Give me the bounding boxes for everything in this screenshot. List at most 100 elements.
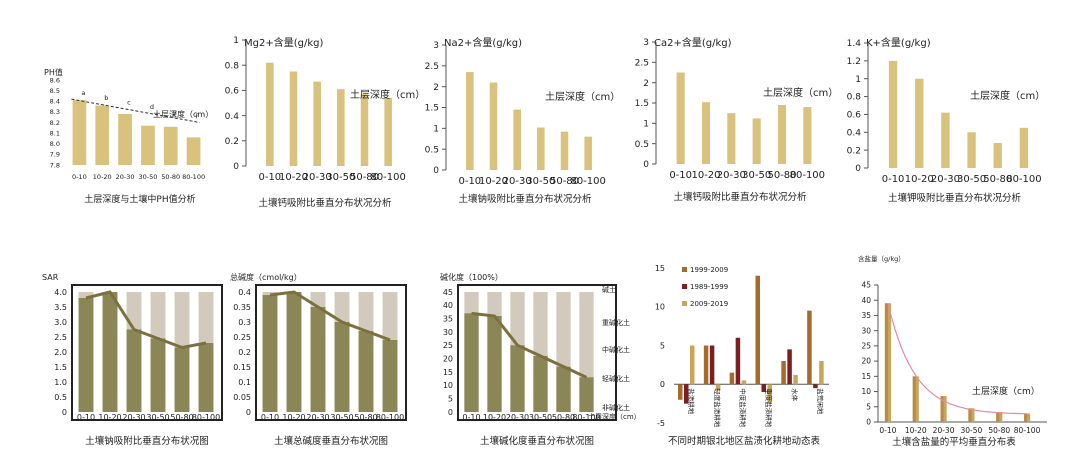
y-tick-label: 1.5 [425, 104, 439, 114]
x-tick-label: 10-20 [479, 176, 508, 187]
na-chart: Na2+含量(g/kg) 0 0.5 1 1.5 2 2.5 3 0-10 10-20 20-30 3… [420, 30, 621, 215]
chart-title: 土壤钠吸附比垂直分布状况分析 [458, 193, 592, 205]
alk-chart: 总碱度（cmol/kg） 0 0.05 0.1 0.15 0.2 0.25 0.3 0.35 0.… [228, 270, 418, 460]
y-tick-label: 0.35 [233, 303, 251, 312]
y-axis-title: PH值 [44, 67, 63, 77]
bar [556, 366, 571, 412]
y-tick-label: 0.6 [847, 111, 862, 121]
bar [915, 78, 924, 168]
sar-chart-svg: SAR 0 0.5 1.0 1.5 2.0 2.5 3.0 3.5 4.0 0-10 10-20 20-… [42, 273, 223, 447]
x-tick-label: 30-50 [146, 413, 169, 422]
bar [912, 376, 919, 422]
bar [684, 384, 689, 404]
y-tick-label: 2.5 [635, 58, 649, 68]
bar [690, 345, 695, 385]
x-tick-label: 80-100 [572, 413, 600, 422]
band-label: 非碱化土 [602, 403, 630, 412]
bar [703, 345, 709, 385]
y-tick-label: 1.2 [847, 57, 861, 67]
bar [813, 384, 818, 389]
y-tick-label: 0 [233, 162, 239, 172]
bar [678, 384, 683, 400]
x-tick-label: 中度盐渍耕地 [739, 388, 748, 428]
legend-swatch [682, 301, 687, 306]
bar [513, 109, 521, 170]
y-tick-label: 0 [643, 160, 649, 170]
bar [337, 89, 345, 166]
chart-title: 土壤总碱度垂直分布状况图 [274, 435, 388, 447]
legend-label: 2009-2019 [690, 300, 728, 308]
y-tick-label: 40 [443, 301, 453, 310]
point-label: a [81, 89, 85, 97]
y-tick-label: 10 [655, 303, 665, 312]
bar [761, 384, 766, 392]
y-tick-label: 1.5 [635, 99, 649, 109]
x-tick-label: 20-30 [933, 426, 955, 435]
x-tick-label: 50-80 [350, 172, 379, 183]
x-tick-label: 80-100 [1006, 174, 1041, 185]
bar [310, 307, 326, 412]
x-tick-label: 0-10 [669, 170, 692, 181]
y-axis-title: K+含量(g/kg) [866, 36, 931, 49]
mg-chart-svg: Mg2+含量(g/kg) 0 0.2 0.4 0.6 0.8 1 0-1010-2020-30… [225, 36, 426, 209]
x-tick-label: 20-30 [506, 413, 529, 422]
bar [487, 316, 502, 412]
bar-shade [884, 303, 888, 422]
axis-annotation: 土层深度（cm） [588, 412, 641, 421]
y-tick-label: 2.5 [54, 333, 67, 342]
x-tick-label: 80-100 [1014, 426, 1041, 435]
bar [807, 310, 812, 385]
bar [755, 275, 760, 385]
bar [358, 331, 374, 412]
y-tick-label: 8.6 [50, 76, 60, 84]
bar [940, 396, 947, 422]
y-tick-label: 8.5 [50, 87, 60, 95]
x-tick-label: 30-50 [326, 172, 355, 183]
bar [888, 60, 898, 168]
y-tick-label: 2.5 [425, 62, 439, 72]
point-label: f [196, 113, 199, 121]
bar [781, 361, 786, 385]
bar-shade [1024, 413, 1028, 422]
x-tick-label: 10-20 [905, 174, 934, 185]
x-tick-label: 10-20 [483, 413, 506, 422]
bar [941, 112, 950, 168]
x-tick-label: 10-20 [279, 172, 308, 183]
bar [313, 81, 321, 166]
y-tick-label: 0.5 [635, 140, 649, 150]
esp-chart: 碱化度（100%） 0 5 10 15 20 25 30 35 40 45 0-10 10-20 20-3… [428, 270, 641, 460]
bar [584, 136, 592, 170]
landuse-chart-svg: -5 0 5 10 15 1999-2009 1989-1999 2009-2019 盐渍耕地 轻… [655, 264, 829, 447]
x-tick-label: 0-10 [882, 174, 905, 185]
y-tick-label: 1 [643, 119, 649, 129]
bar [884, 303, 891, 422]
x-tick-label: 30-50 [957, 174, 986, 185]
trend-line [471, 311, 588, 379]
y-tick-label: 4.0 [54, 288, 67, 297]
x-tick-label: 重度盐渍耕地 [764, 388, 773, 428]
y-tick-label: 45 [443, 288, 453, 297]
chart-frame [255, 284, 407, 421]
bar [266, 62, 274, 166]
x-tick-label: 10-20 [905, 426, 927, 435]
x-tick-label: 80-100 [370, 172, 405, 183]
y-tick-label: 0 [855, 164, 861, 174]
x-tick-label: 50-80 [354, 413, 377, 422]
y-tick-label: 2 [433, 83, 439, 93]
x-tick-label: 80-100 [790, 170, 825, 181]
bar [533, 356, 548, 412]
x-tick-label: 10-20 [691, 170, 720, 181]
x-tick-label: 0-10 [72, 173, 87, 181]
legend-swatch [682, 267, 687, 272]
y-tick-label: 3.5 [54, 303, 67, 312]
bar [819, 361, 824, 385]
y-axis-title: 总碱度（cmol/kg） [230, 272, 302, 282]
x-tick-label: 轻度盐渍耕地 [713, 388, 722, 428]
y-tick-label: 10 [443, 381, 453, 390]
y-tick-label: 0.5 [54, 393, 67, 402]
legend-label: 1999-2009 [690, 266, 728, 274]
y-tick-label: 0.1 [238, 378, 251, 387]
y-axis-title: 碱化度（100%） [440, 272, 503, 282]
bar [489, 82, 498, 170]
band-label: 中碱化土 [602, 345, 630, 354]
